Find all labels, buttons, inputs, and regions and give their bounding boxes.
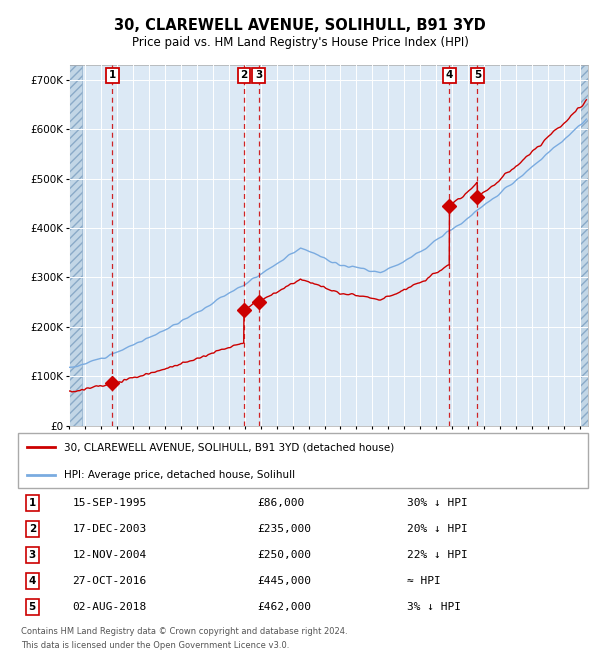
Text: £462,000: £462,000 (257, 602, 311, 612)
Text: 2: 2 (29, 524, 36, 534)
Text: £445,000: £445,000 (257, 576, 311, 586)
Text: 1: 1 (109, 70, 116, 81)
Text: 30, CLAREWELL AVENUE, SOLIHULL, B91 3YD: 30, CLAREWELL AVENUE, SOLIHULL, B91 3YD (114, 18, 486, 34)
Text: 4: 4 (29, 576, 36, 586)
Text: HPI: Average price, detached house, Solihull: HPI: Average price, detached house, Soli… (64, 469, 295, 480)
Text: 5: 5 (29, 602, 36, 612)
Text: Contains HM Land Registry data © Crown copyright and database right 2024.: Contains HM Land Registry data © Crown c… (21, 627, 347, 636)
Text: 30% ↓ HPI: 30% ↓ HPI (407, 498, 467, 508)
Text: 02-AUG-2018: 02-AUG-2018 (73, 602, 147, 612)
Text: This data is licensed under the Open Government Licence v3.0.: This data is licensed under the Open Gov… (21, 640, 289, 649)
Text: 17-DEC-2003: 17-DEC-2003 (73, 524, 147, 534)
Text: 5: 5 (474, 70, 481, 81)
Text: 3: 3 (255, 70, 262, 81)
Text: £86,000: £86,000 (257, 498, 304, 508)
Text: 2: 2 (241, 70, 248, 81)
Text: £235,000: £235,000 (257, 524, 311, 534)
Text: Price paid vs. HM Land Registry's House Price Index (HPI): Price paid vs. HM Land Registry's House … (131, 36, 469, 49)
Text: 1: 1 (29, 498, 36, 508)
Text: 3: 3 (29, 550, 36, 560)
Text: 15-SEP-1995: 15-SEP-1995 (73, 498, 147, 508)
FancyBboxPatch shape (18, 434, 588, 488)
Text: 22% ↓ HPI: 22% ↓ HPI (407, 550, 467, 560)
Text: £250,000: £250,000 (257, 550, 311, 560)
Text: ≈ HPI: ≈ HPI (407, 576, 440, 586)
Text: 20% ↓ HPI: 20% ↓ HPI (407, 524, 467, 534)
Text: 12-NOV-2004: 12-NOV-2004 (73, 550, 147, 560)
Text: 30, CLAREWELL AVENUE, SOLIHULL, B91 3YD (detached house): 30, CLAREWELL AVENUE, SOLIHULL, B91 3YD … (64, 442, 394, 452)
Text: 4: 4 (446, 70, 453, 81)
Text: 3% ↓ HPI: 3% ↓ HPI (407, 602, 461, 612)
Text: 27-OCT-2016: 27-OCT-2016 (73, 576, 147, 586)
